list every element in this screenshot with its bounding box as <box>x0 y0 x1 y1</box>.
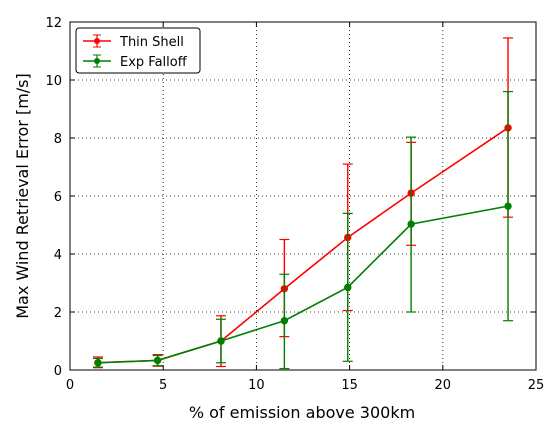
data-point <box>217 337 225 345</box>
x-tick-label: 15 <box>341 378 358 393</box>
y-axis-label: Max Wind Retrieval Error [m/s] <box>13 73 32 319</box>
x-axis-label: % of emission above 300km <box>189 403 415 422</box>
x-tick-label: 0 <box>66 378 74 393</box>
series-1 <box>92 90 514 370</box>
y-tick-label: 0 <box>54 364 62 379</box>
data-point <box>344 283 352 292</box>
data-point <box>504 202 512 210</box>
data-point <box>280 317 289 325</box>
legend-label: Exp Falloff <box>120 55 188 70</box>
y-tick-label: 4 <box>54 248 62 263</box>
y-tick-label: 8 <box>54 132 62 147</box>
x-tick-label: 5 <box>159 378 167 393</box>
series-layer <box>92 37 514 370</box>
y-tick-label: 12 <box>45 16 62 31</box>
x-tick-label: 25 <box>528 378 545 393</box>
legend: Thin Shell Exp Falloff <box>75 27 201 74</box>
data-point <box>407 220 415 228</box>
x-tick-label: 10 <box>248 378 265 393</box>
legend-marker <box>94 58 100 64</box>
legend-marker <box>94 38 100 44</box>
y-tick-label: 2 <box>54 306 62 321</box>
data-point <box>153 356 162 365</box>
data-point <box>94 359 102 367</box>
y-tick-label: 6 <box>54 190 62 205</box>
legend-label: Thin Shell <box>119 35 184 50</box>
y-tick-label: 10 <box>45 74 62 89</box>
x-tick-label: 20 <box>435 378 452 393</box>
grid <box>70 22 536 370</box>
plot-frame <box>69 21 537 371</box>
